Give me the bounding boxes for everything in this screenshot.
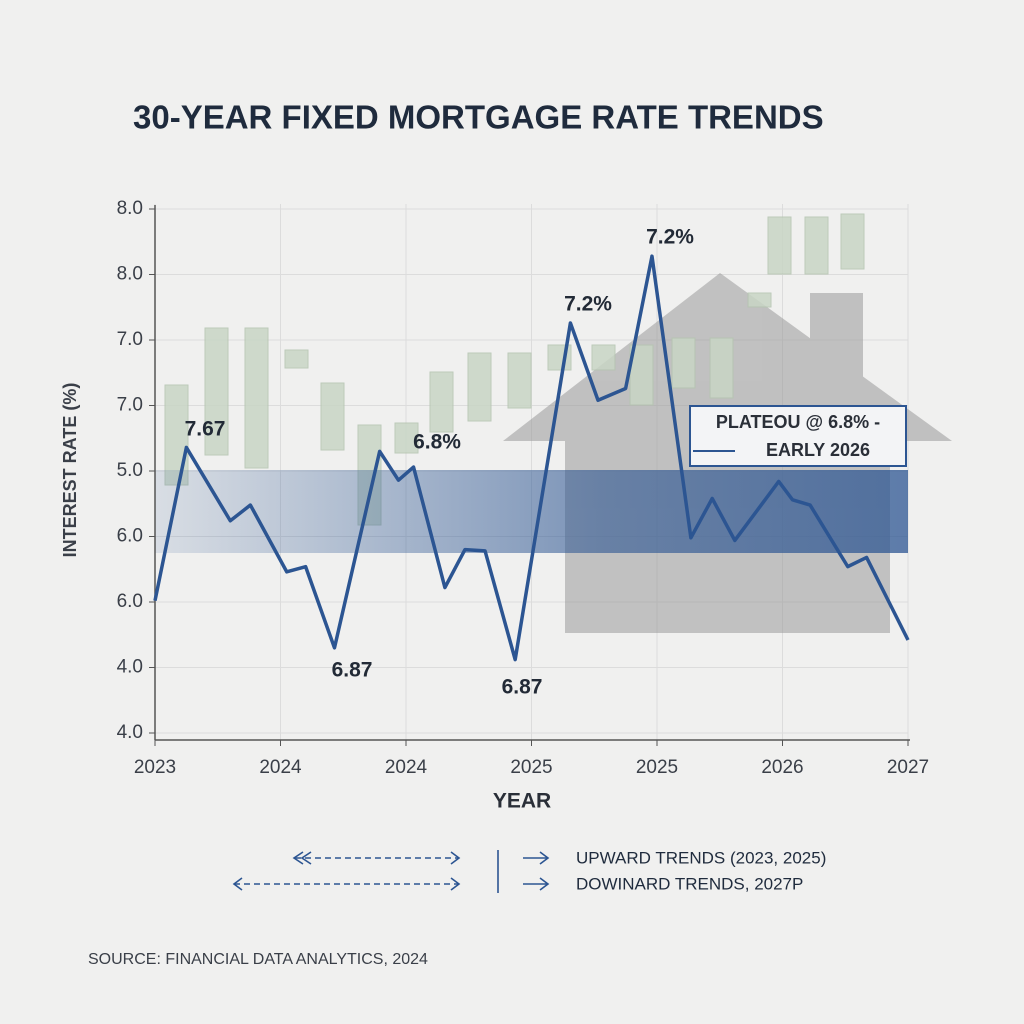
annotation: 6.87 (332, 659, 373, 682)
annotation: 6.8% (413, 431, 461, 454)
callout-box (689, 405, 907, 467)
y-tick-label: 8.0 (117, 198, 143, 219)
annotation: 7.2% (646, 226, 694, 249)
y-tick-label: 7.0 (117, 329, 143, 350)
x-tick-label: 2024 (259, 757, 302, 778)
y-tick-label: 8.0 (117, 264, 143, 285)
y-tick-label: 6.0 (117, 591, 143, 612)
x-tick-label: 2024 (385, 757, 428, 778)
x-tick-label: 2025 (510, 757, 552, 778)
x-tick-label: 2025 (636, 757, 678, 778)
y-tick-label: 4.0 (117, 722, 143, 743)
legend-label: UPWARD TRENDS (2023, 2025) (576, 848, 826, 867)
legend-label: DOWINARD TRENDS, 2027P (576, 874, 803, 893)
data-line (153, 254, 910, 662)
callout-text: EARLY 2026 (766, 440, 870, 460)
x-tick-label: 2023 (134, 757, 176, 778)
annotation: 6.87 (502, 676, 543, 699)
source-note: SOURCE: FINANCIAL DATA ANALYTICS, 2024 (88, 951, 428, 968)
chart-title: 30-YEAR FIXED MORTGAGE RATE TRENDS (133, 99, 824, 136)
y-axis-label: INTEREST RATE (%) (60, 383, 80, 558)
candlesticks-decoration (164, 213, 865, 526)
y-tick-label: 6.0 (117, 526, 143, 547)
y-tick-label: 5.0 (117, 460, 143, 481)
annotation: 7.67 (185, 418, 226, 441)
callout-text: PLATEOU @ 6.8% - (716, 412, 880, 432)
x-tick-label: 2026 (761, 757, 803, 778)
annotation: 7.2% (564, 293, 612, 316)
y-tick-label: 4.0 (117, 657, 143, 678)
x-axis-label: YEAR (493, 790, 551, 813)
legend-arrows (232, 850, 550, 893)
y-tick-label: 7.0 (117, 395, 143, 416)
x-tick-label: 2027 (887, 757, 929, 778)
